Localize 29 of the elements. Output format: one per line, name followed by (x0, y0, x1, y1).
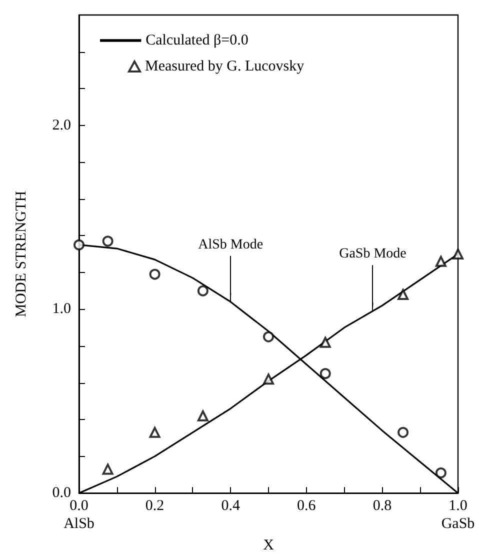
annotation: GaSb Mode (339, 246, 406, 262)
annotation: AlSb Mode (198, 237, 264, 252)
point (102, 236, 114, 247)
point (320, 336, 331, 348)
x-tick-label: 0.2 (145, 498, 164, 514)
point (102, 464, 114, 475)
y-tick-label: 2.0 (52, 117, 71, 134)
y-axis-title: MODE STRENGTH (14, 190, 30, 318)
x-tick-label: 0.4 (221, 498, 240, 514)
point (149, 426, 160, 438)
x-tick-label: 0.8 (372, 498, 392, 514)
point (398, 426, 409, 438)
legend-label: Calculated β=0.0 (146, 32, 248, 48)
point (435, 256, 446, 267)
x-tick-label: 1.0 GaSb (441, 498, 475, 532)
point (452, 248, 464, 260)
x-tick-label: 0.6 (297, 498, 316, 514)
point (398, 289, 409, 300)
y-tick-label: 1.0 (52, 301, 71, 318)
point (197, 410, 208, 422)
legend-label: Measured by G. Lucovsky (145, 58, 305, 74)
x-axis-title: X (263, 538, 274, 554)
point (435, 467, 446, 478)
point (263, 374, 274, 385)
point (197, 285, 208, 296)
point (149, 268, 160, 280)
point (320, 368, 331, 380)
point (263, 331, 274, 342)
point (74, 239, 84, 250)
